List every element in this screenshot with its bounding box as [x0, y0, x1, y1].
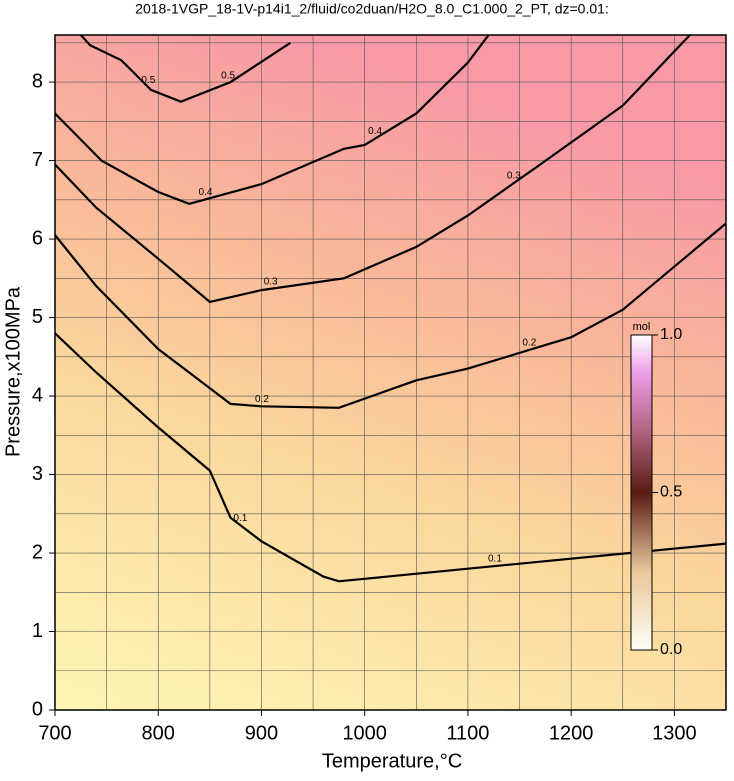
contour-label: 0.2: [255, 394, 269, 405]
x-tick-label: 900: [245, 722, 278, 744]
y-tick-label: 3: [32, 463, 43, 485]
colorbar: [630, 334, 653, 651]
contour-label: 0.2: [522, 338, 536, 349]
y-tick-label: 2: [32, 541, 43, 563]
y-tick-label: 6: [32, 227, 43, 249]
plot-frame: [54, 34, 727, 711]
contour-label: 0.4: [368, 126, 382, 137]
contour-label: 0.5: [141, 75, 155, 86]
x-tick-label: 1000: [342, 722, 387, 744]
y-tick-label: 7: [32, 149, 43, 171]
contour-line: [54, 34, 691, 304]
y-tick-label: 0: [32, 698, 43, 720]
x-tick-label: 1100: [446, 722, 489, 744]
contour-line: [54, 34, 490, 205]
x-tick-label: 700: [38, 722, 71, 744]
y-tick-label: 8: [32, 70, 43, 92]
plot-background: [55, 35, 726, 710]
chart-title: 2018-1VGP_18-1V-p14i1_2/fluid/co2duan/H2…: [135, 1, 609, 17]
x-axis-label: Temperature,°C: [322, 750, 462, 772]
contour-line: [54, 332, 727, 583]
x-tick-label: 1200: [549, 722, 594, 744]
colorbar-label: mol: [633, 321, 651, 333]
y-axis-label: Pressure,x100MPa: [2, 286, 24, 457]
contour-label: 0.1: [233, 513, 247, 524]
y-tick-label: 1: [32, 620, 43, 642]
contour-line: [54, 222, 727, 409]
contour-label: 0.5: [221, 71, 235, 82]
colorbar-tick-label: 0.5: [660, 484, 682, 501]
contour-label: 0.3: [264, 276, 278, 287]
contour-label: 0.4: [199, 187, 213, 198]
contour-label: 0.3: [507, 171, 521, 182]
colorbar-tick-label: 1.0: [660, 326, 682, 343]
y-tick-label: 4: [32, 384, 43, 406]
y-tick-label: 5: [32, 306, 43, 328]
x-tick-label: 1300: [652, 722, 697, 744]
contour-line: [79, 34, 292, 103]
x-tick-label: 800: [142, 722, 175, 744]
colorbar-tick-label: 0.0: [660, 641, 682, 658]
contour-label: 0.1: [488, 554, 502, 565]
